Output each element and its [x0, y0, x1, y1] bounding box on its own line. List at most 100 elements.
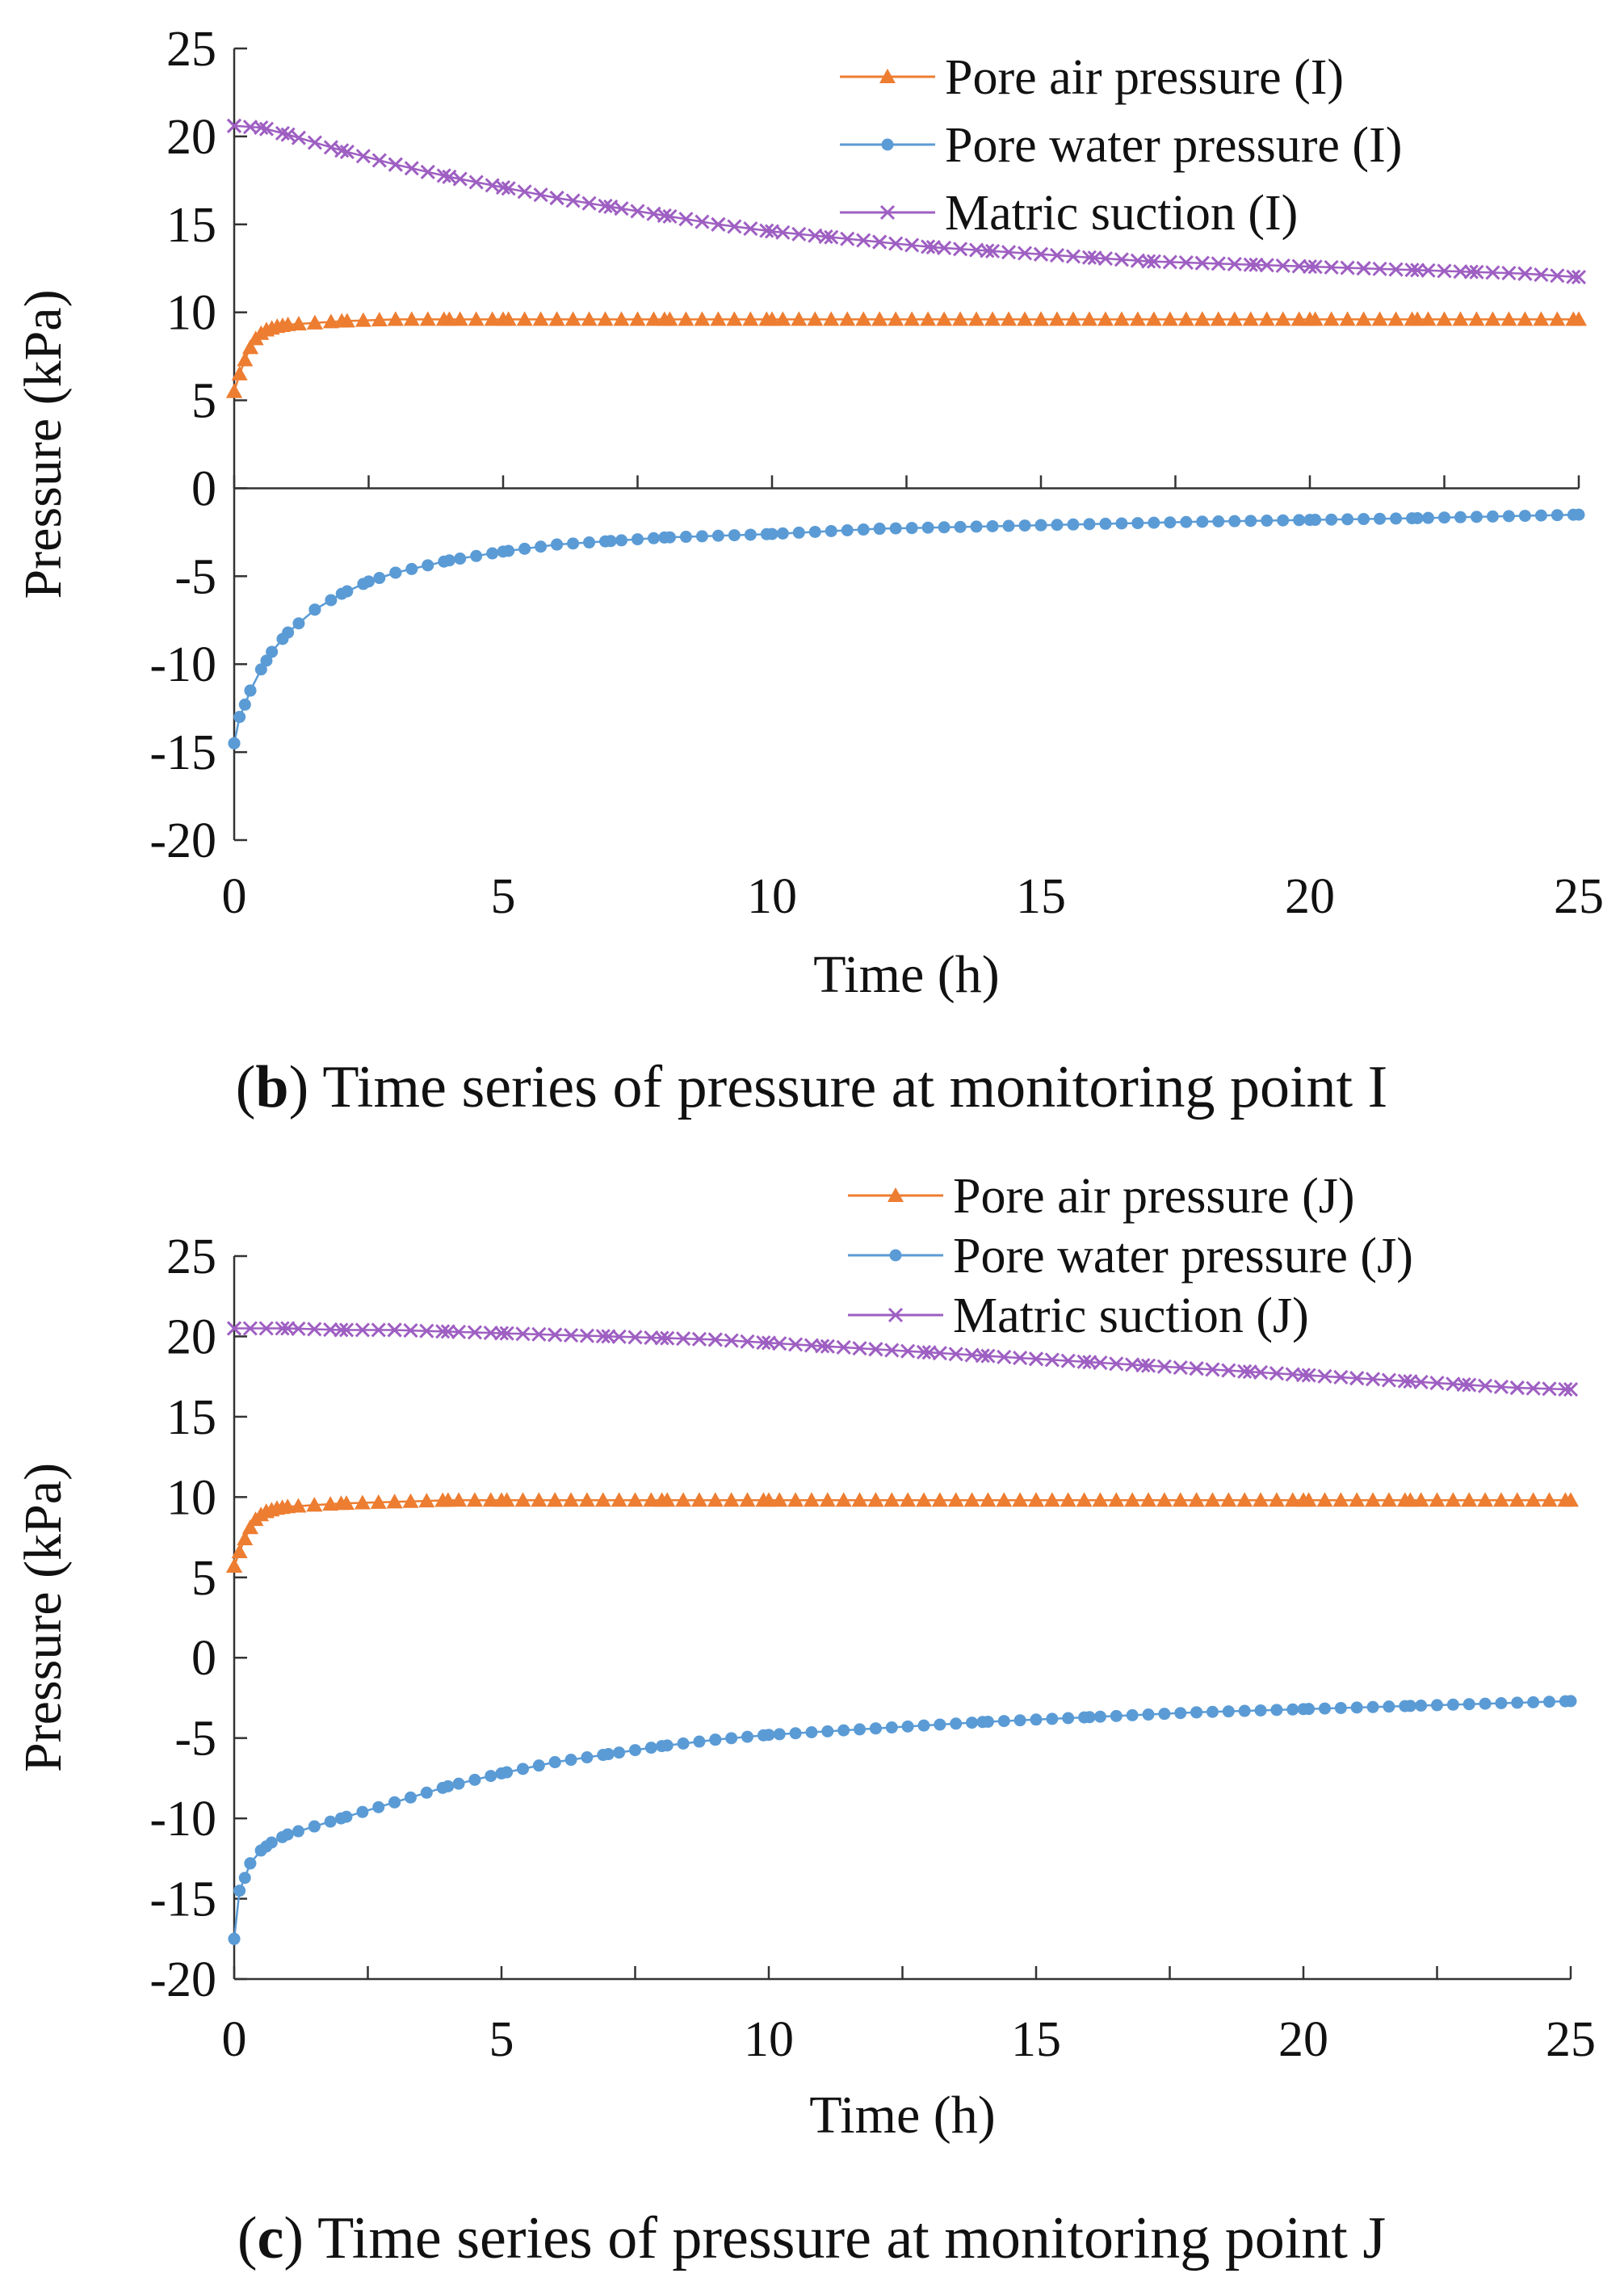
y-tick-label: -20 — [149, 1952, 216, 2007]
curve-marker — [1303, 1703, 1316, 1716]
data-point — [440, 1324, 455, 1339]
series-triangle — [226, 311, 1587, 398]
curve-marker — [1412, 1492, 1429, 1507]
curve-marker — [322, 313, 339, 329]
y-tick-label: 0 — [191, 1631, 216, 1686]
curve-marker — [743, 221, 758, 237]
curve-marker — [226, 1557, 242, 1573]
curve-marker — [970, 520, 983, 533]
curve-marker — [1509, 1492, 1525, 1507]
curve-marker — [484, 311, 501, 326]
curve-marker — [835, 1492, 852, 1507]
curve-marker — [627, 1492, 644, 1507]
curve-marker — [595, 1329, 611, 1344]
curve-marker — [565, 193, 581, 208]
curve-marker — [1048, 311, 1065, 326]
curve-marker — [583, 536, 596, 549]
curve-marker — [454, 553, 467, 565]
curve-marker — [547, 1492, 564, 1507]
curve-marker — [1534, 509, 1547, 522]
curve-marker — [1527, 1696, 1540, 1708]
curve-marker — [1324, 259, 1339, 275]
curve-marker — [531, 1492, 548, 1507]
curve-marker — [772, 1336, 787, 1351]
curve-marker — [1268, 1492, 1285, 1507]
curve-marker — [675, 1492, 692, 1507]
curve-marker — [1274, 311, 1291, 326]
curve-marker — [1194, 255, 1210, 271]
curve-marker — [258, 121, 275, 137]
legend-marker — [889, 1249, 902, 1262]
curve-marker — [1093, 1355, 1108, 1371]
curve-marker — [980, 1348, 996, 1364]
curve-marker — [242, 120, 258, 135]
curve-marker — [984, 243, 1001, 258]
curve-marker — [1486, 510, 1499, 523]
curve-marker — [228, 1932, 241, 1945]
curve-marker — [276, 632, 289, 645]
curve-marker — [968, 311, 985, 326]
curve-marker — [900, 1492, 917, 1507]
y-tick-label: 5 — [191, 374, 216, 429]
curve-marker — [723, 1492, 740, 1507]
curve-marker — [647, 532, 660, 544]
curve-marker — [517, 184, 532, 200]
curve-marker — [613, 311, 630, 326]
curve-marker — [419, 311, 436, 326]
data-point — [238, 1872, 251, 1885]
curve-marker — [241, 1519, 258, 1535]
curve-marker — [1566, 269, 1581, 284]
curve-marker — [1097, 311, 1114, 326]
curve-marker — [659, 1492, 676, 1507]
curve-marker — [1511, 1696, 1524, 1709]
curve-marker — [1060, 1353, 1076, 1368]
curve-marker — [355, 1322, 370, 1338]
curve-marker — [678, 212, 694, 227]
caption-open-paren: ( — [236, 1054, 256, 1120]
curve-marker — [1062, 1712, 1075, 1725]
curve-marker — [468, 1773, 481, 1786]
curve-marker — [1172, 1492, 1189, 1507]
curve-marker — [371, 153, 387, 168]
y-tick-label: 20 — [166, 1309, 216, 1364]
curve-marker — [1148, 516, 1160, 529]
curve-marker — [1429, 1492, 1446, 1507]
curve-marker — [1178, 254, 1194, 271]
curve-marker — [1557, 1492, 1574, 1507]
curve-marker — [629, 1744, 641, 1757]
curve-marker — [901, 1720, 914, 1733]
curve-marker — [1244, 515, 1257, 527]
curve-marker — [274, 1499, 291, 1515]
y-tick-label: -5 — [174, 549, 216, 604]
curve-marker — [1156, 1359, 1172, 1374]
series-x — [226, 118, 1587, 285]
curve-marker — [405, 562, 418, 575]
curve-marker — [1380, 1492, 1397, 1507]
curve-marker — [981, 1715, 994, 1728]
curve-marker — [954, 520, 967, 533]
curve-marker — [1113, 311, 1130, 326]
curve-marker — [1332, 1492, 1349, 1507]
data-point — [233, 711, 246, 724]
curve-marker — [242, 1321, 258, 1336]
curve-marker — [470, 549, 483, 562]
curve-marker — [581, 195, 597, 211]
curve-marker — [1140, 1492, 1157, 1507]
data-point — [231, 365, 248, 380]
curve-marker — [306, 314, 323, 330]
curve-marker — [1549, 311, 1566, 326]
curve-marker — [980, 1492, 997, 1507]
curve-marker — [868, 1342, 883, 1357]
curve-marker — [938, 521, 950, 534]
data-point — [233, 1885, 246, 1897]
curve-marker — [1204, 1492, 1221, 1507]
curve-marker — [373, 572, 386, 585]
series-circle — [228, 508, 1585, 750]
curve-marker — [1001, 245, 1017, 260]
curve-marker — [725, 1732, 738, 1745]
curve-marker — [228, 737, 241, 750]
curve-marker — [275, 1321, 290, 1336]
curve-marker — [694, 311, 711, 326]
